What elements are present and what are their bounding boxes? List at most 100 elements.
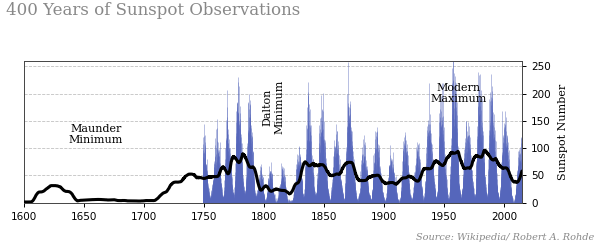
Point	[128, 199, 137, 203]
Point	[65, 189, 75, 193]
Point	[112, 198, 121, 202]
Point	[170, 166, 179, 170]
Point	[173, 171, 182, 175]
Point	[54, 197, 64, 201]
Point	[136, 198, 145, 202]
Point	[87, 196, 97, 200]
Point	[174, 161, 184, 164]
Point	[160, 192, 169, 195]
Point	[84, 201, 94, 204]
Point	[19, 198, 29, 202]
Point	[178, 193, 188, 197]
Point	[100, 200, 109, 204]
Point	[45, 194, 55, 198]
Point	[55, 199, 64, 203]
Point	[65, 187, 75, 191]
Point	[66, 191, 76, 195]
Point	[143, 199, 153, 203]
Point	[133, 198, 142, 202]
Point	[136, 201, 145, 204]
Point	[107, 198, 116, 202]
Point	[36, 174, 46, 178]
Point	[43, 199, 52, 203]
Point	[146, 196, 156, 200]
Point	[43, 197, 53, 201]
Point	[25, 200, 35, 204]
Point	[92, 197, 101, 201]
Point	[80, 198, 89, 202]
Point	[182, 181, 192, 185]
Point	[106, 198, 115, 202]
Point	[88, 196, 98, 200]
Point	[56, 200, 65, 204]
Point	[133, 201, 142, 204]
Point	[116, 199, 125, 203]
Point	[120, 198, 130, 202]
Point	[164, 190, 174, 194]
Point	[153, 200, 163, 204]
Point	[67, 195, 77, 199]
Point	[21, 200, 31, 204]
Point	[38, 188, 48, 192]
Point	[30, 201, 40, 204]
Point	[182, 177, 191, 181]
Point	[95, 193, 104, 197]
Point	[90, 195, 100, 199]
Point	[182, 175, 191, 179]
Point	[68, 201, 77, 204]
Point	[167, 195, 176, 199]
Point	[47, 184, 56, 188]
Point	[20, 201, 29, 204]
Point	[89, 198, 99, 202]
Point	[165, 192, 175, 195]
Point	[76, 200, 85, 203]
Point	[134, 196, 143, 200]
Point	[58, 192, 68, 196]
Point	[166, 195, 175, 199]
Point	[106, 199, 116, 203]
Point	[180, 197, 190, 201]
Point	[185, 154, 195, 158]
Point	[77, 201, 86, 204]
Point	[70, 201, 80, 204]
Point	[164, 191, 173, 195]
Point	[106, 196, 116, 200]
Point	[130, 201, 139, 204]
Point	[118, 199, 127, 203]
Point	[55, 201, 65, 204]
Point	[152, 201, 162, 204]
Point	[179, 192, 189, 196]
Point	[107, 198, 116, 202]
Point	[123, 201, 133, 204]
Point	[134, 200, 144, 204]
Point	[32, 199, 42, 203]
Point	[160, 180, 169, 184]
Point	[115, 198, 124, 202]
Point	[42, 200, 52, 204]
Point	[103, 198, 113, 202]
Point	[44, 197, 54, 201]
Point	[137, 199, 147, 203]
Point	[100, 200, 109, 204]
Point	[80, 199, 89, 203]
Point	[161, 180, 170, 183]
Point	[143, 200, 153, 204]
Point	[190, 185, 200, 189]
Point	[112, 196, 122, 200]
Point	[194, 193, 204, 197]
Point	[125, 198, 134, 202]
Point	[156, 198, 166, 202]
Point	[119, 199, 129, 203]
Point	[44, 198, 53, 202]
Point	[57, 199, 67, 203]
Point	[182, 163, 192, 167]
Point	[194, 197, 203, 201]
Point	[188, 169, 198, 173]
Point	[154, 198, 163, 202]
Point	[140, 200, 149, 204]
Point	[125, 199, 134, 203]
Point	[31, 199, 41, 203]
Point	[91, 195, 100, 199]
Point	[91, 195, 101, 199]
Point	[70, 201, 79, 204]
